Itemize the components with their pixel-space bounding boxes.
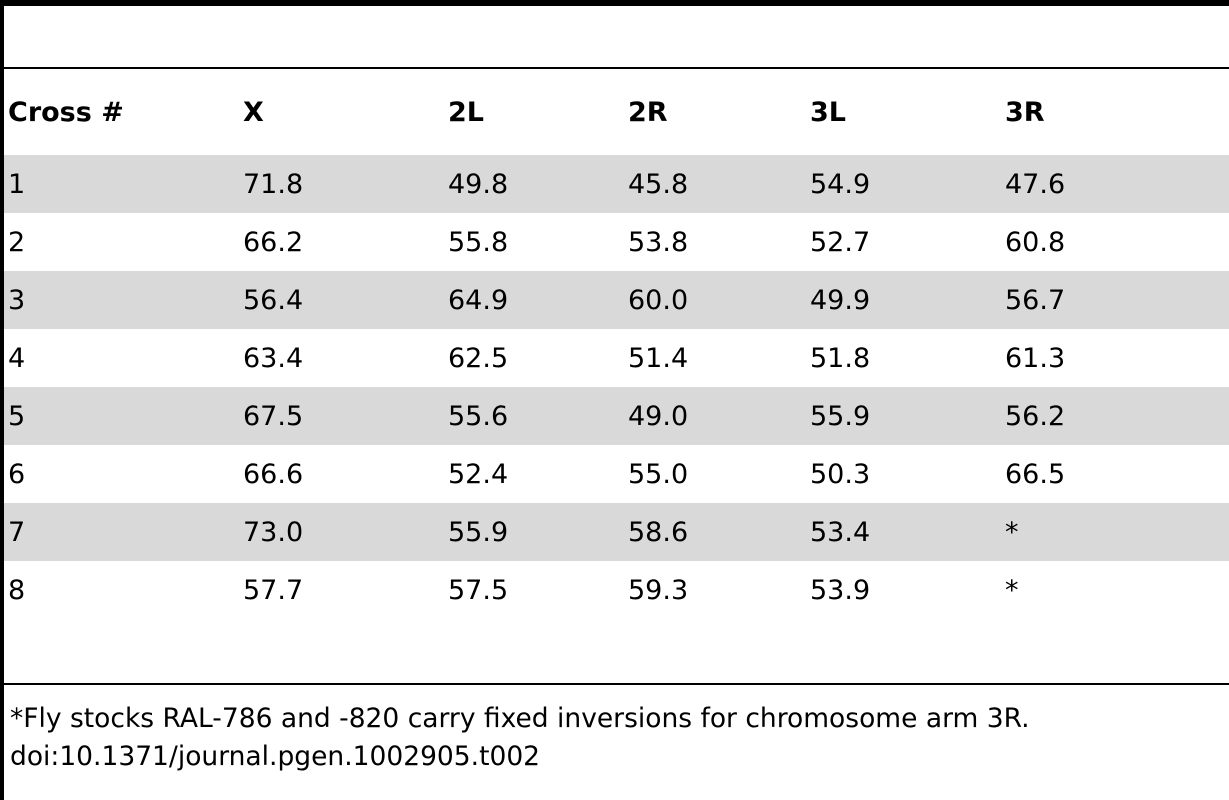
cell-3r: 47.6 [1001,155,1229,213]
left-border [0,0,4,800]
cell-3l: 53.9 [810,574,871,606]
table-row: 1 71.8 49.8 45.8 54.9 47.6 [4,155,1229,213]
cell-3r: 61.3 [1005,342,1066,374]
column-header-2l: 2L [448,96,484,128]
data-table: Cross # X 2L 2R 3L 3R 1 71.8 49.8 45.8 54.9 4… [4,69,1229,619]
cell-x: 67.5 [239,387,444,445]
cell-cross: 4 [8,342,26,374]
cell-cross: 5 [4,387,239,445]
cell-x: 73.0 [239,503,444,561]
cell-cross: 2 [8,226,26,258]
cell-3r: * [1001,503,1229,561]
cell-cross: 8 [8,574,26,606]
doi-text: doi:10.1371/journal.pgen.1002905.t002 [10,741,541,772]
table-row: 8 57.7 57.5 59.3 53.9 * [4,561,1229,619]
cell-2r: 59.3 [628,574,689,606]
cell-3l: 50.3 [810,458,871,490]
cell-cross: 7 [4,503,239,561]
column-header-cross: Cross # [8,96,124,128]
cell-3l: 52.7 [810,226,871,258]
cell-2r: 53.8 [628,226,689,258]
column-header-x: X [243,96,264,128]
cell-cross: 6 [8,458,26,490]
cell-2l: 49.8 [444,155,624,213]
cell-x: 63.4 [243,342,304,374]
column-header-2r: 2R [628,96,668,128]
cell-2r: 60.0 [624,271,806,329]
cell-3r: 56.7 [1001,271,1229,329]
table-row: 7 73.0 55.9 58.6 53.4 * [4,503,1229,561]
cell-3l: 53.4 [806,503,1001,561]
cell-2l: 52.4 [448,458,509,490]
cell-x: 66.6 [243,458,304,490]
cell-2l: 55.8 [448,226,509,258]
cell-2l: 57.5 [448,574,509,606]
column-header-3r: 3R [1005,96,1045,128]
cell-2l: 62.5 [448,342,509,374]
cell-2r: 49.0 [624,387,806,445]
table-row: 2 66.2 55.8 53.8 52.7 60.8 [4,213,1229,271]
cell-2r: 51.4 [628,342,689,374]
table-row: 4 63.4 62.5 51.4 51.8 61.3 [4,329,1229,387]
table-row: 3 56.4 64.9 60.0 49.9 56.7 [4,271,1229,329]
cell-x: 71.8 [239,155,444,213]
cell-cross: 3 [4,271,239,329]
footnote-text: *Fly stocks RAL-786 and -820 carry fixed… [10,703,1030,734]
cell-3r: 66.5 [1005,458,1066,490]
cell-x: 57.7 [243,574,304,606]
table-row: 6 66.6 52.4 55.0 50.3 66.5 [4,445,1229,503]
top-rule [4,0,1229,6]
cell-2r: 55.0 [628,458,689,490]
cell-2l: 55.6 [444,387,624,445]
cell-2l: 64.9 [444,271,624,329]
cell-x: 66.2 [243,226,304,258]
cell-2r: 45.8 [624,155,806,213]
column-header-3l: 3L [810,96,846,128]
cell-2l: 55.9 [444,503,624,561]
caption-rule [4,67,1229,69]
cell-3l: 51.8 [810,342,871,374]
cell-3l: 49.9 [806,271,1001,329]
cell-3r: 56.2 [1001,387,1229,445]
cell-cross: 1 [4,155,239,213]
cell-3l: 55.9 [806,387,1001,445]
table-footnote: *Fly stocks RAL-786 and -820 carry fixed… [10,700,1225,776]
cell-x: 56.4 [239,271,444,329]
bottom-rule [4,683,1229,685]
table-row: 5 67.5 55.6 49.0 55.9 56.2 [4,387,1229,445]
cell-2r: 58.6 [624,503,806,561]
cell-3r: * [1005,574,1019,606]
cell-3r: 60.8 [1005,226,1066,258]
header-row: Cross # X 2L 2R 3L 3R [4,69,1229,155]
table-body: 1 71.8 49.8 45.8 54.9 47.6 2 66.2 55.8 53.8 52.7 60… [4,155,1229,619]
cell-3l: 54.9 [806,155,1001,213]
